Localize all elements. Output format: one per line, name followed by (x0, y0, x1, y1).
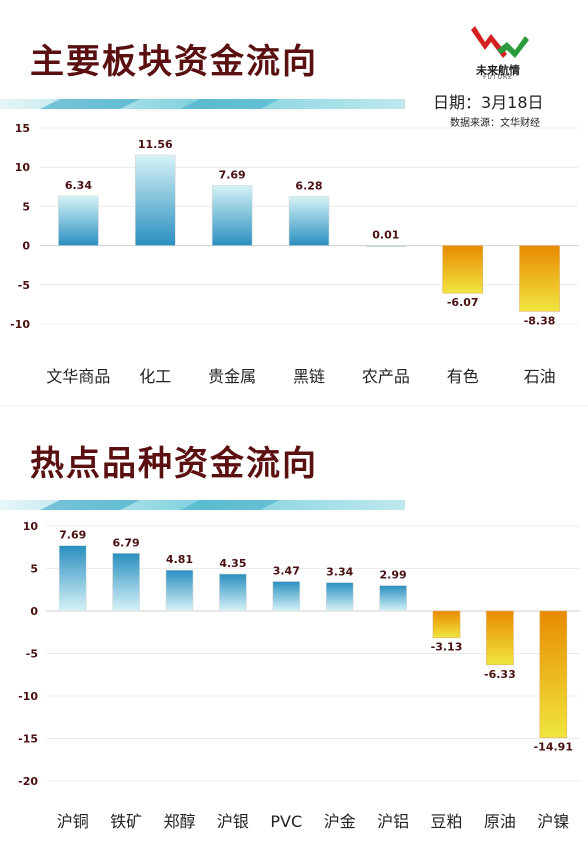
data-label: -8.38 (524, 314, 556, 327)
y-tick-label: 0 (22, 240, 30, 253)
data-label: -3.13 (431, 641, 463, 654)
logo-subtext: FUTURE (483, 74, 513, 81)
bar (58, 195, 99, 246)
data-source-label: 数据来源：文华财经 (450, 118, 540, 129)
bar (219, 573, 247, 612)
category-label: 文华商品 (46, 367, 110, 386)
y-tick-label: -10 (10, 318, 30, 331)
chart-hot-contract-flows: 10 5 0 -5 -10 -15 -20 7.69 沪铜 6.79 铁矿 4.81 郑醇 4.35 沪银 3… (18, 520, 580, 831)
data-label: 3.34 (326, 566, 353, 579)
bar (288, 196, 330, 246)
y-tick-label: -5 (26, 648, 38, 661)
logo-text: 未来航情 (476, 64, 520, 77)
data-label: -6.07 (447, 296, 479, 309)
y-tick-label: -5 (18, 279, 30, 292)
bar (432, 610, 461, 638)
category-label: 沪银 (217, 812, 249, 831)
data-label: 6.28 (295, 179, 322, 192)
bar (539, 610, 568, 739)
category-label: 沪铜 (57, 812, 89, 831)
bar (211, 185, 253, 246)
bar (442, 245, 484, 294)
y-tick-label: 10 (15, 161, 31, 174)
chart-sector-flows: 15 10 5 0 -5 -10 6.34 文华商品 11.56 化工 7.69 贵金属 6.28 黑链 0… (10, 122, 578, 386)
data-label: -14.91 (534, 741, 573, 754)
data-label: 0.01 (372, 229, 399, 242)
y-tick-label: -10 (18, 690, 38, 703)
category-label: 郑醇 (163, 812, 195, 831)
y-tick-label: 5 (22, 200, 30, 213)
y-tick-label: -15 (18, 733, 38, 746)
data-label: 6.34 (65, 179, 92, 192)
category-label: 农产品 (362, 367, 410, 386)
category-label: 铁矿 (110, 812, 142, 831)
y-tick-label: 5 (30, 563, 38, 576)
title-band-1 (0, 99, 405, 109)
data-label: 7.69 (59, 529, 86, 542)
bar (58, 545, 87, 612)
bar (379, 585, 407, 612)
bar (325, 582, 354, 612)
bar (365, 245, 407, 247)
y-tick-label: 15 (15, 122, 30, 135)
category-label: 贵金属 (208, 367, 256, 386)
data-label: 3.47 (273, 565, 300, 578)
data-label: -6.33 (484, 668, 516, 681)
data-label: 7.69 (219, 168, 246, 181)
chart2-title: 热点品种资金流向 (30, 444, 318, 484)
data-label: 6.79 (113, 536, 140, 549)
y-tick-label: 10 (23, 520, 39, 533)
bar (519, 245, 560, 312)
y-tick-label: 0 (30, 605, 38, 618)
category-label: 原油 (484, 812, 516, 831)
bar (112, 552, 140, 612)
logo-icon (463, 24, 533, 82)
section-divider (0, 405, 588, 406)
category-label: 沪金 (324, 812, 356, 831)
chart1-title: 主要板块资金流向 (30, 42, 318, 82)
category-label: 黑链 (293, 367, 325, 386)
date-label: 日期：3月18日 (433, 93, 544, 112)
bar (134, 154, 176, 246)
category-label: 石油 (524, 367, 556, 386)
data-label: 11.56 (138, 138, 173, 151)
bar (272, 581, 301, 612)
category-label: PVC (270, 812, 302, 831)
title-band-2 (0, 500, 405, 510)
category-label: 有色 (447, 367, 479, 386)
data-label: 4.35 (219, 557, 246, 570)
y-tick-label: -20 (18, 775, 38, 788)
category-label: 沪铝 (377, 812, 409, 831)
data-label: 4.81 (166, 553, 193, 566)
category-label: 沪镍 (537, 812, 569, 831)
category-label: 豆粕 (430, 812, 462, 831)
bar (165, 569, 194, 612)
category-label: 化工 (139, 367, 171, 386)
bar (486, 610, 514, 666)
data-label: 2.99 (380, 569, 407, 582)
